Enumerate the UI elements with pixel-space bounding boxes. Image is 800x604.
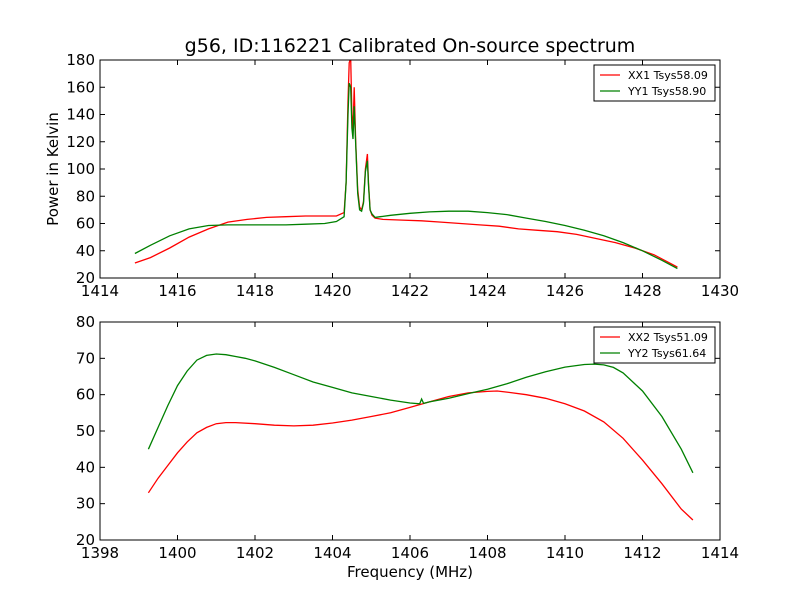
legend-box [593,64,716,102]
y-tick-label: 80 [76,313,95,331]
x-tick-label: 1410 [546,544,584,562]
x-tick-label: 1424 [468,282,506,300]
y-tick-label: 40 [76,242,95,260]
y-tick-label: 60 [76,386,95,404]
x-tick-label: 1402 [236,544,274,562]
x-tick-label: 1414 [81,282,119,300]
y-tick-label: 160 [66,78,95,96]
y-tick-label: 140 [66,106,95,124]
y-tick-label: 20 [76,269,95,287]
series-line-yy2 [147,353,694,474]
x-tick-label: 1398 [81,544,119,562]
legend-label: XX1 Tsys58.09 [628,69,708,82]
x-tick-label: 1418 [236,282,274,300]
legend-label: YY2 Tsys61.64 [627,347,706,360]
y-tick-label: 20 [76,531,95,549]
x-axis-title: Frequency (MHz) [347,563,473,581]
y-tick-label: 180 [66,51,95,69]
x-tick-label: 1408 [468,544,506,562]
x-tick-label: 1422 [391,282,429,300]
y-tick-label: 70 [76,349,95,367]
x-tick-label: 1416 [158,282,196,300]
x-tick-label: 1404 [313,544,351,562]
x-tick-label: 1420 [313,282,351,300]
chart-title: g56, ID:116221 Calibrated On-source spec… [185,35,636,57]
x-tick-label: 1426 [546,282,584,300]
x-tick-label: 1406 [391,544,429,562]
y-tick-label: 30 [76,495,95,513]
legend: XX2 Tsys51.09 YY2 Tsys61.64 [593,326,716,364]
y-tick-label: 40 [76,458,95,476]
legend-label: YY1 Tsys58.90 [627,85,706,98]
x-tick-label: 1412 [623,544,661,562]
series-line-yy1 [134,82,678,270]
y-axis-title: Power in Kelvin [44,112,62,226]
series-line-xx2 [147,390,694,521]
y-tick-label: 100 [66,160,95,178]
legend-label: XX2 Tsys51.09 [628,331,708,344]
x-tick-label: 1428 [623,282,661,300]
bottom-panel: 1398 1400 1402 1404 1406 1408 1410 1412 1414 20 30… [76,313,739,562]
x-tick-label: 1414 [701,544,739,562]
x-tick-label: 1430 [701,282,739,300]
legend: XX1 Tsys58.09 YY1 Tsys58.90 [593,64,716,102]
y-tick-label: 120 [66,133,95,151]
y-tick-label: 50 [76,422,95,440]
y-tick-label: 80 [76,187,95,205]
x-tick-label: 1400 [158,544,196,562]
top-panel: 1414 1416 1418 1420 1422 1424 1426 1428 1430 20 40… [66,51,739,300]
y-tick-label: 60 [76,215,95,233]
legend-box [593,326,716,364]
